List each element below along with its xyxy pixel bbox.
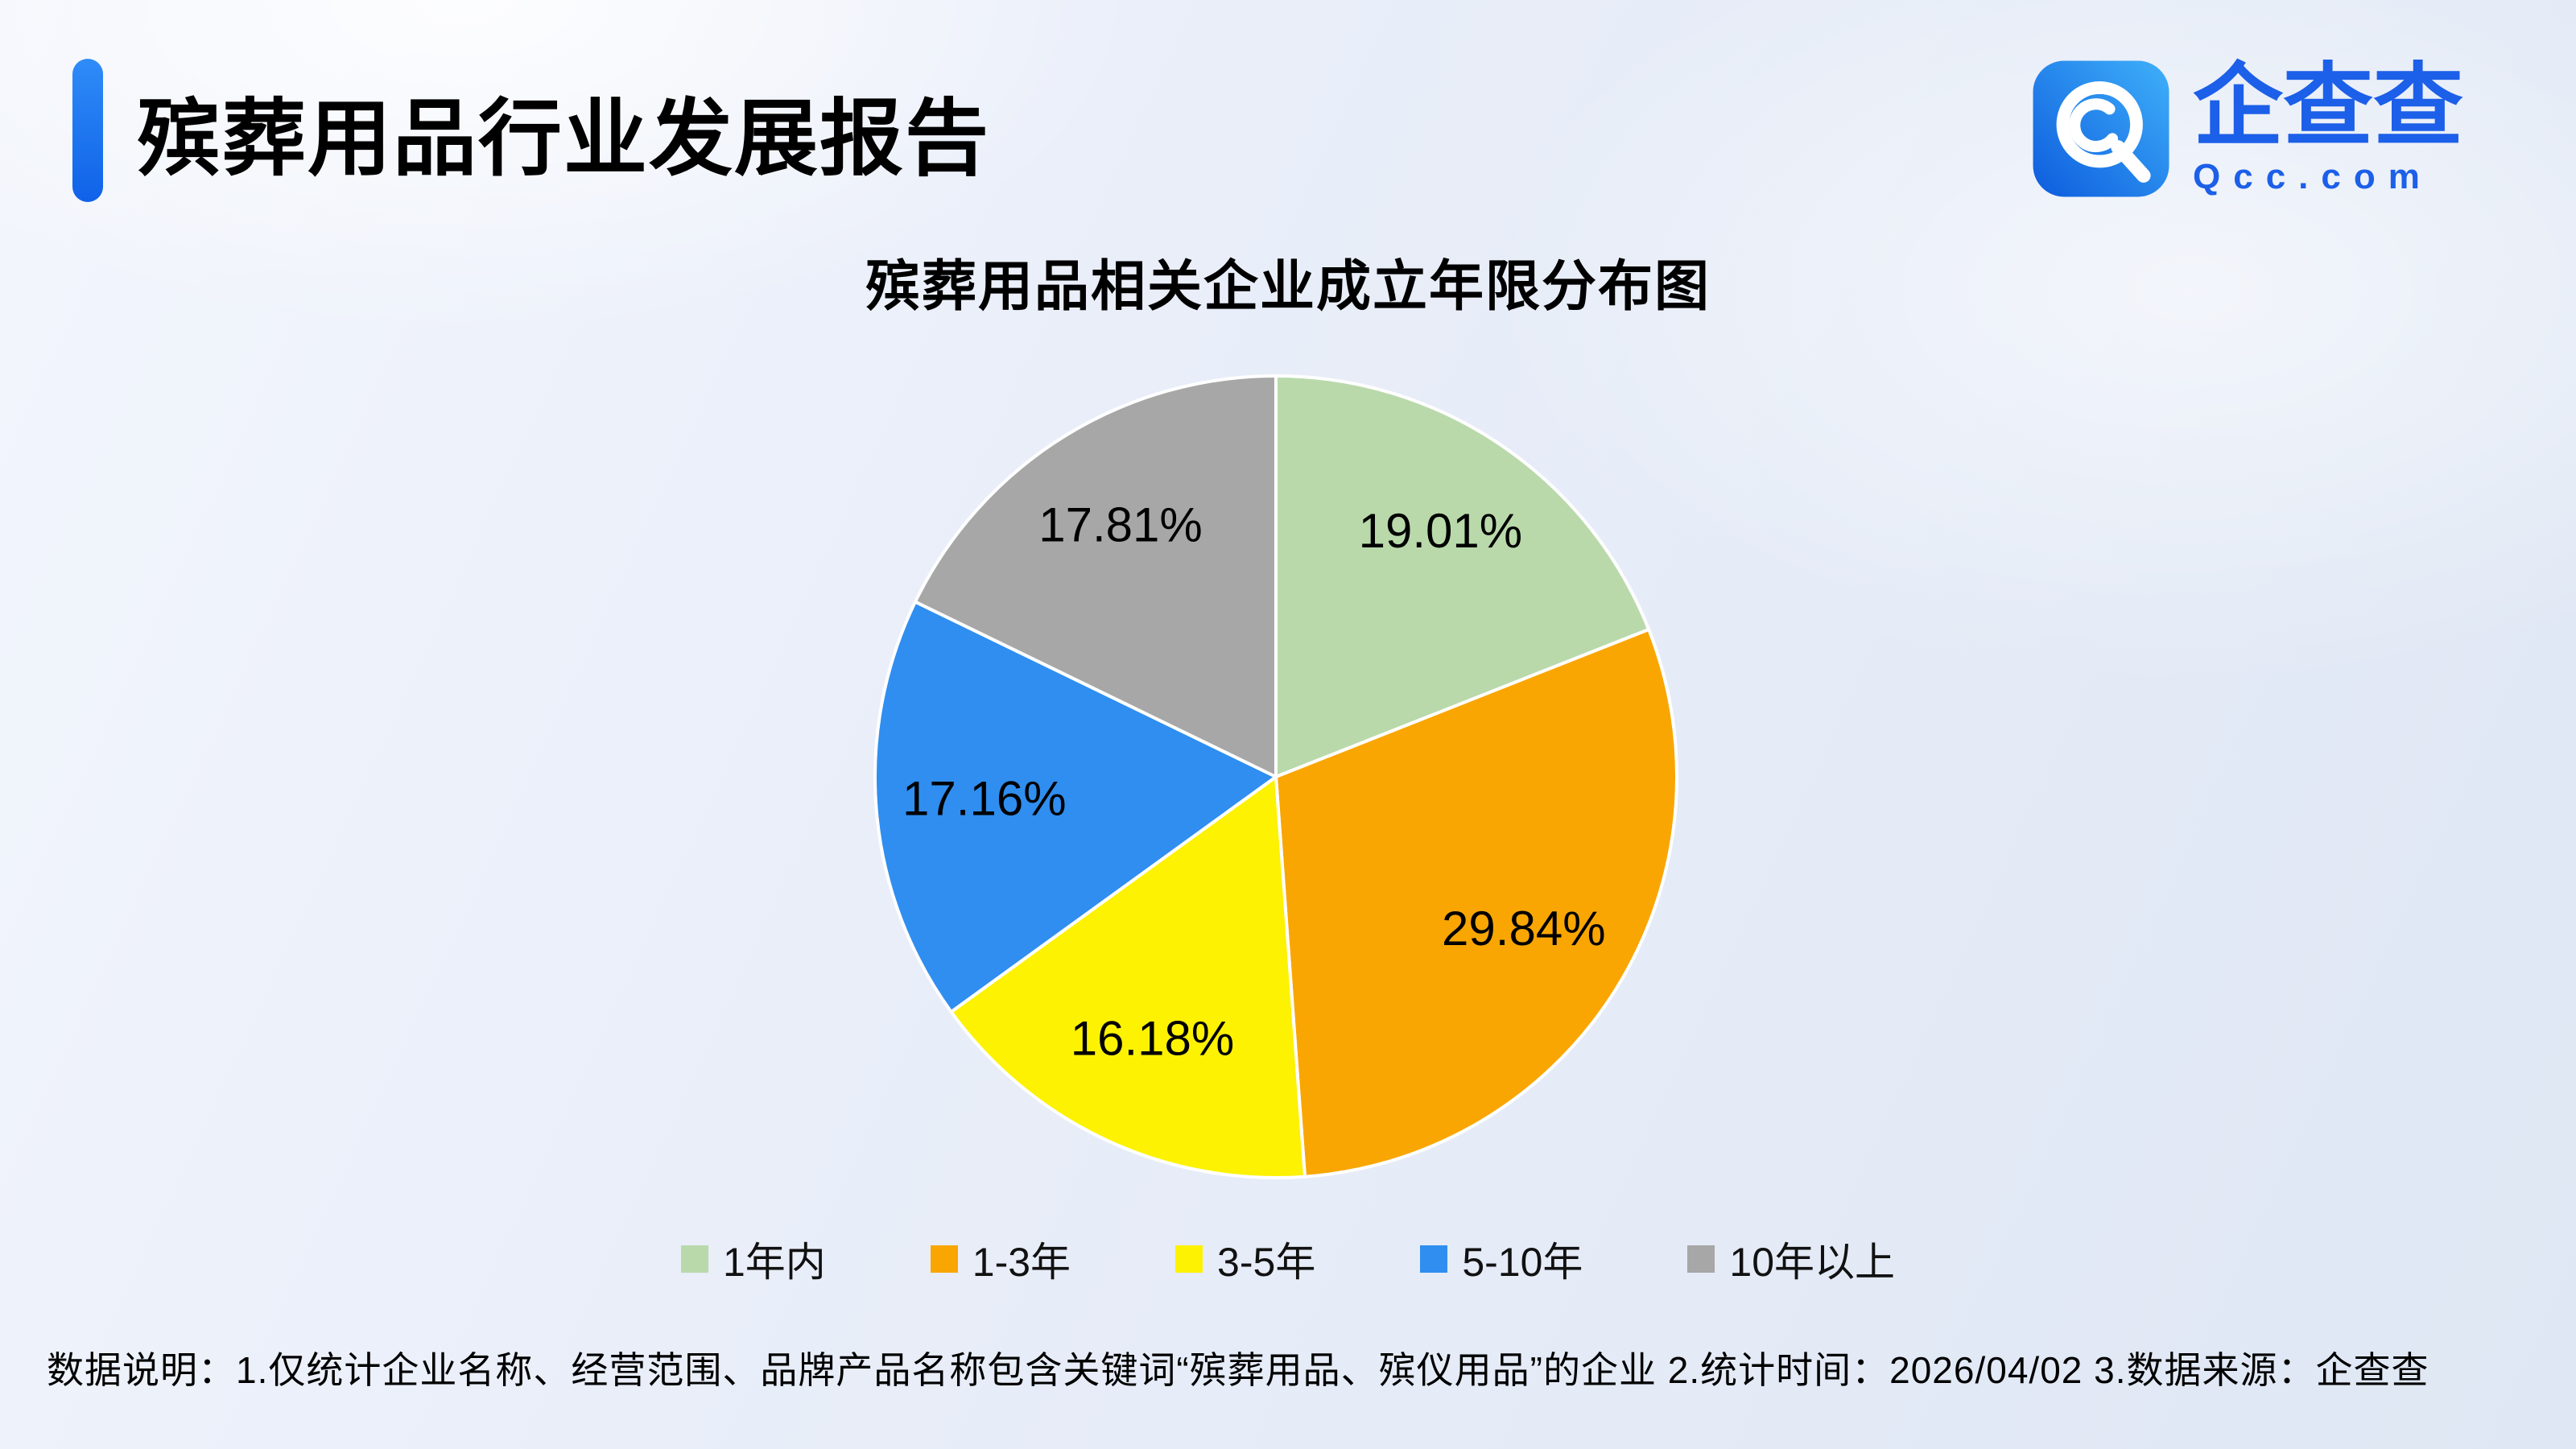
chart-legend: 1年内 1-3年 3-5年 5-10年 10年以上	[0, 1230, 2576, 1288]
pie-slice-3	[949, 775, 1307, 1179]
pie-label-1: 19.01%	[1359, 504, 1523, 558]
legend-label: 1年内	[722, 1240, 826, 1285]
legend-item-3: 3-5年	[1175, 1230, 1315, 1288]
pie-slice-2	[1274, 627, 1678, 1179]
legend-label: 5-10年	[1462, 1240, 1583, 1285]
legend-swatch-icon	[930, 1245, 958, 1273]
legend-swatch-icon	[680, 1245, 708, 1273]
qcc-logo-text: 企查查 Qcc.com	[2193, 60, 2463, 197]
pie-chart: 19.01% 29.84% 16.18% 17.16% 17.81%	[869, 370, 1682, 1183]
legend-item-2: 1-3年	[930, 1230, 1071, 1288]
pie-label-2: 29.84%	[1442, 902, 1606, 956]
pie-slice-5	[913, 374, 1278, 778]
chart-title: 殡葬用品相关企业成立年限分布图	[865, 256, 1711, 317]
pie-label-5: 17.81%	[1038, 498, 1203, 552]
data-source-note: 数据说明：1.仅统计企业名称、经营范围、品牌产品名称包含关键词“殡葬用品、殡仪用…	[47, 1349, 2429, 1391]
brand-name-en: Qcc.com	[2193, 157, 2433, 197]
pie-slice-4	[873, 600, 1278, 1013]
pie-slice-1	[1274, 374, 1651, 778]
legend-swatch-icon	[1687, 1245, 1715, 1273]
report-title: 殡葬用品行业发展报告	[137, 92, 991, 186]
qcc-logo-icon	[2033, 60, 2169, 197]
legend-label: 10年以上	[1729, 1240, 1896, 1285]
legend-swatch-icon	[1420, 1245, 1448, 1273]
legend-item-5: 10年以上	[1687, 1230, 1895, 1288]
legend-label: 1-3年	[972, 1240, 1071, 1285]
legend-swatch-icon	[1175, 1245, 1203, 1273]
report-header: 殡葬用品行业发展报告	[72, 58, 990, 203]
legend-item-4: 5-10年	[1420, 1230, 1583, 1288]
title-accent-bar	[72, 59, 103, 202]
pie-chart-svg: 19.01% 29.84% 16.18% 17.16% 17.81%	[873, 374, 1678, 1179]
qcc-logo: 企查查 Qcc.com	[2030, 56, 2463, 201]
legend-label: 3-5年	[1217, 1240, 1316, 1285]
legend-item-1: 1年内	[680, 1230, 826, 1288]
pie-label-3: 16.18%	[1071, 1011, 1235, 1065]
pie-label-4: 17.16%	[902, 772, 1067, 826]
brand-name-cn: 企查查	[2193, 55, 2463, 156]
